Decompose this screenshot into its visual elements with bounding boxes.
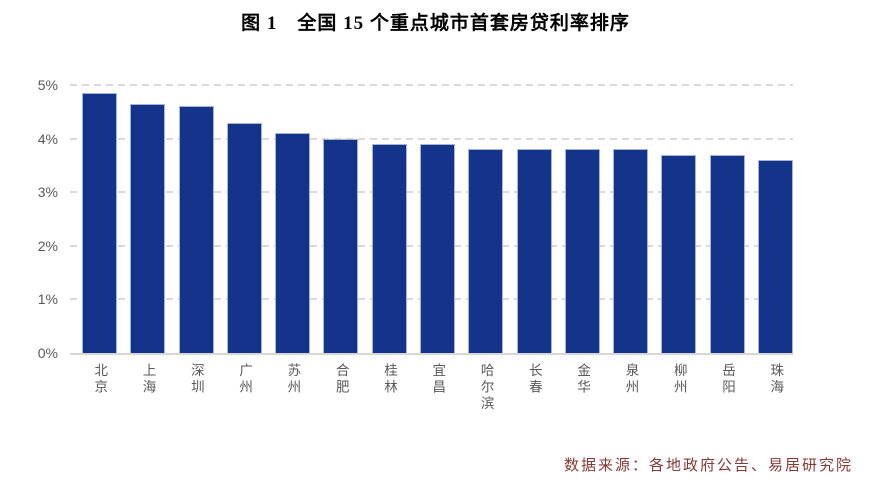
- bar-哈尔滨: [468, 149, 504, 353]
- x-tick-label: 哈尔滨: [468, 363, 503, 413]
- x-tick-label: 泉州: [613, 363, 648, 396]
- x-tick-label-text: 金华: [575, 363, 591, 396]
- chart-title: 图 1 全国 15 个重点城市首套房贷利率排序: [241, 13, 630, 34]
- x-tick-label: 上海: [130, 363, 165, 396]
- bar-深圳: [178, 106, 214, 353]
- x-tick-label: 桂林: [372, 363, 407, 396]
- x-tick-label: 苏州: [275, 363, 310, 396]
- y-tick-label: 5%: [37, 77, 58, 93]
- x-tick-label-text: 北京: [92, 363, 108, 396]
- plot-area: [70, 84, 794, 355]
- bar-柳州: [661, 154, 697, 353]
- bar-桂林: [371, 143, 407, 353]
- x-tick-label: 宜昌: [420, 363, 455, 396]
- x-tick-label: 柳州: [661, 363, 696, 396]
- y-tick-label: 4%: [37, 130, 58, 147]
- bar-长春: [516, 149, 552, 353]
- bar-宜昌: [420, 143, 456, 353]
- bar-苏州: [275, 133, 311, 353]
- y-tick-label: 3%: [37, 184, 58, 201]
- x-tick-label: 珠海: [758, 363, 793, 396]
- x-tick-label-text: 珠海: [768, 363, 784, 396]
- x-tick-label-text: 桂林: [381, 363, 397, 396]
- x-tick-label-text: 苏州: [285, 363, 301, 396]
- x-tick-label: 合肥: [323, 363, 358, 396]
- x-tick-label-text: 合肥: [333, 363, 349, 396]
- data-source-caption: 数据来源：各地政府公告、易居研究院: [563, 458, 853, 474]
- x-tick-label: 北京: [82, 363, 117, 396]
- bar-泉州: [613, 149, 649, 353]
- x-tick-label-text: 上海: [140, 363, 156, 396]
- gridline-5-percent: [70, 84, 793, 86]
- x-tick-label-text: 长春: [526, 363, 542, 396]
- y-tick-label: 0%: [37, 345, 58, 361]
- bar-广州: [226, 122, 262, 353]
- x-tick-label-text: 泉州: [623, 363, 639, 396]
- bar-珠海: [758, 160, 794, 353]
- bar-合肥: [323, 138, 359, 353]
- x-tick-label: 岳阳: [710, 363, 745, 396]
- x-tick-label: 长春: [517, 363, 552, 396]
- x-tick-label-text: 岳阳: [720, 363, 736, 396]
- x-tick-label: 深圳: [179, 363, 214, 396]
- gridline-4-percent: [70, 137, 793, 140]
- x-tick-label-text: 广州: [237, 363, 253, 396]
- bar-chart: 0% 1% 2% 3% 4% 5% 北京 上海 深圳 广州 苏州 合肥 桂林 宜昌 哈尔滨 长春 金华 泉州 柳州…: [0, 77, 871, 445]
- bar-北京: [82, 93, 117, 353]
- bar-金华: [564, 149, 600, 353]
- x-tick-label-text: 柳州: [671, 363, 687, 396]
- x-tick-label-text: 深圳: [188, 363, 204, 396]
- x-tick-label: 金华: [565, 363, 600, 396]
- x-tick-label-text: 哈尔滨: [478, 363, 494, 413]
- x-tick-label-text: 宜昌: [430, 363, 446, 396]
- bar-上海: [130, 103, 166, 353]
- x-tick-label: 广州: [227, 363, 262, 396]
- y-tick-label: 2%: [37, 237, 58, 254]
- bar-岳阳: [709, 154, 745, 353]
- y-tick-label: 1%: [37, 291, 58, 308]
